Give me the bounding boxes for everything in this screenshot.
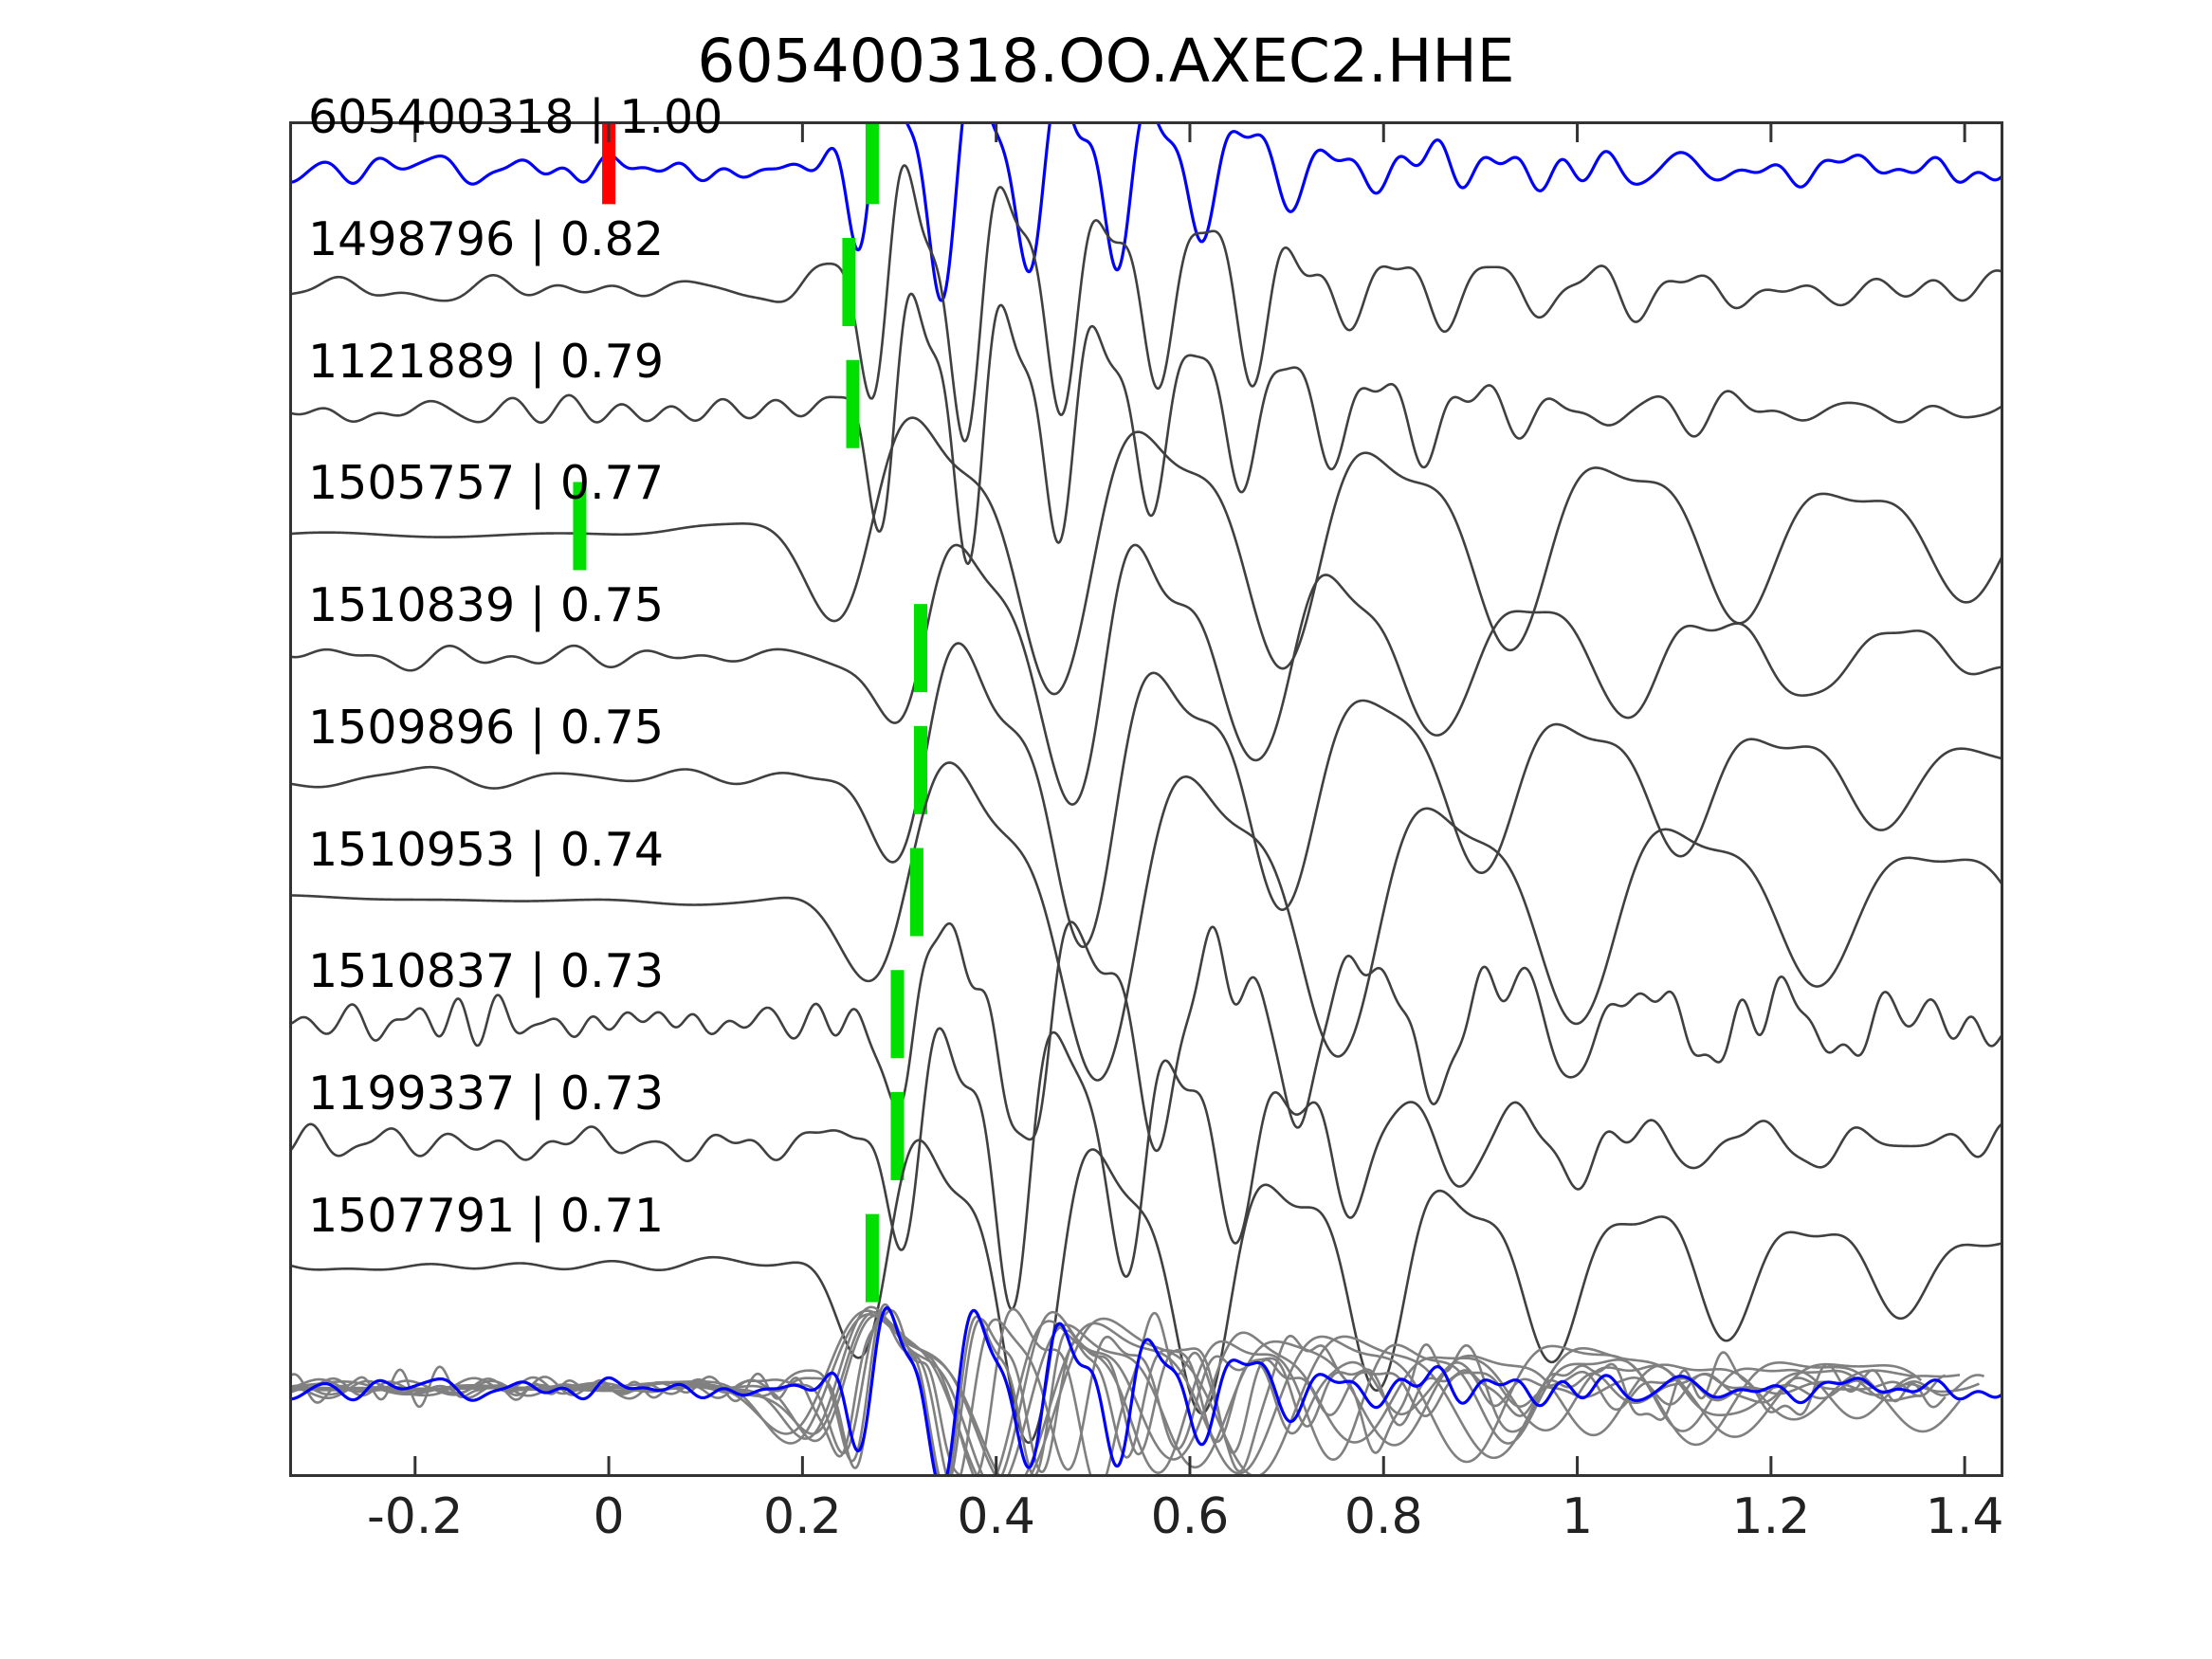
x-tick-label: 0.4: [957, 1488, 1036, 1545]
trace-line-1507791: [289, 1139, 2003, 1445]
trace-label-1498796: 1498796 | 0.82: [308, 212, 664, 267]
pick-marker-1505757: [573, 482, 587, 571]
trace-line-1510839: [289, 543, 2003, 806]
plot-axes: 605400318 | 1.00 1498796 | 0.82 1121889 | …: [289, 90, 2003, 1477]
trace-line-605400318: [289, 121, 2003, 302]
pick-marker-605400318: [865, 121, 879, 205]
pick-marker-1510837: [890, 970, 905, 1059]
x-tick-label: 0.6: [1150, 1488, 1230, 1545]
x-tick-label: -0.2: [367, 1488, 464, 1545]
trace-label-605400318: 605400318 | 1.00: [308, 90, 723, 145]
pick-marker-1498796: [842, 238, 856, 327]
pick-marker-1507791: [865, 1213, 879, 1303]
origin-marker-605400318: [602, 122, 616, 205]
x-tick-label: 0.2: [763, 1488, 842, 1545]
pick-marker-1510839: [914, 604, 927, 693]
trace-line-1510953: [289, 761, 2003, 1082]
trace-label-1505757: 1505757 | 0.77: [308, 456, 664, 511]
trace-label-1121889: 1121889 | 0.79: [308, 334, 664, 389]
waveform-canvas: [289, 121, 2003, 1477]
stack-overlay-template: [289, 1305, 2003, 1477]
x-tick-label: 0.8: [1344, 1488, 1423, 1545]
pick-marker-1509896: [914, 725, 927, 814]
pick-marker-1199337: [890, 1091, 905, 1180]
stack-overlay-trace-1509896: [289, 1305, 1917, 1477]
stack-overlay-trace-1199337: [289, 1315, 1946, 1477]
trace-label-1199337: 1199337 | 0.73: [308, 1066, 664, 1121]
x-tick-label: 1: [1562, 1488, 1594, 1545]
trace-line-1199337: [289, 1027, 2003, 1311]
pick-marker-1510953: [909, 848, 923, 937]
x-axis-tick-labels: -0.2 0 0.2 0.4 0.6 0.8 1 1.2 1.4: [289, 1488, 2003, 1564]
x-tick-label: 0: [593, 1488, 625, 1545]
x-tick-label: 1.4: [1925, 1488, 2004, 1545]
trace-label-1510837: 1510837 | 0.73: [308, 944, 664, 999]
pick-marker-1121889: [846, 359, 860, 448]
trace-line-1509896: [289, 642, 2003, 949]
trace-line-1121889: [289, 292, 2003, 566]
stack-overlay-trace-1510839: [289, 1310, 1922, 1477]
stack-overlay-trace-1507791: [289, 1314, 1961, 1477]
stack-overlay-trace-1510837: [289, 1307, 1947, 1477]
trace-label-1510839: 1510839 | 0.75: [308, 578, 664, 633]
trace-label-1507791: 1507791 | 0.71: [308, 1188, 664, 1243]
trace-label-1509896: 1509896 | 0.75: [308, 700, 664, 755]
trace-line-1498796: [289, 164, 2003, 443]
trace-label-1510953: 1510953 | 0.74: [308, 822, 664, 877]
trace-line-1510837: [289, 921, 2003, 1153]
x-tick-label: 1.2: [1731, 1488, 1811, 1545]
page-title: 605400318.OO.AXEC2.HHE: [697, 27, 1515, 96]
